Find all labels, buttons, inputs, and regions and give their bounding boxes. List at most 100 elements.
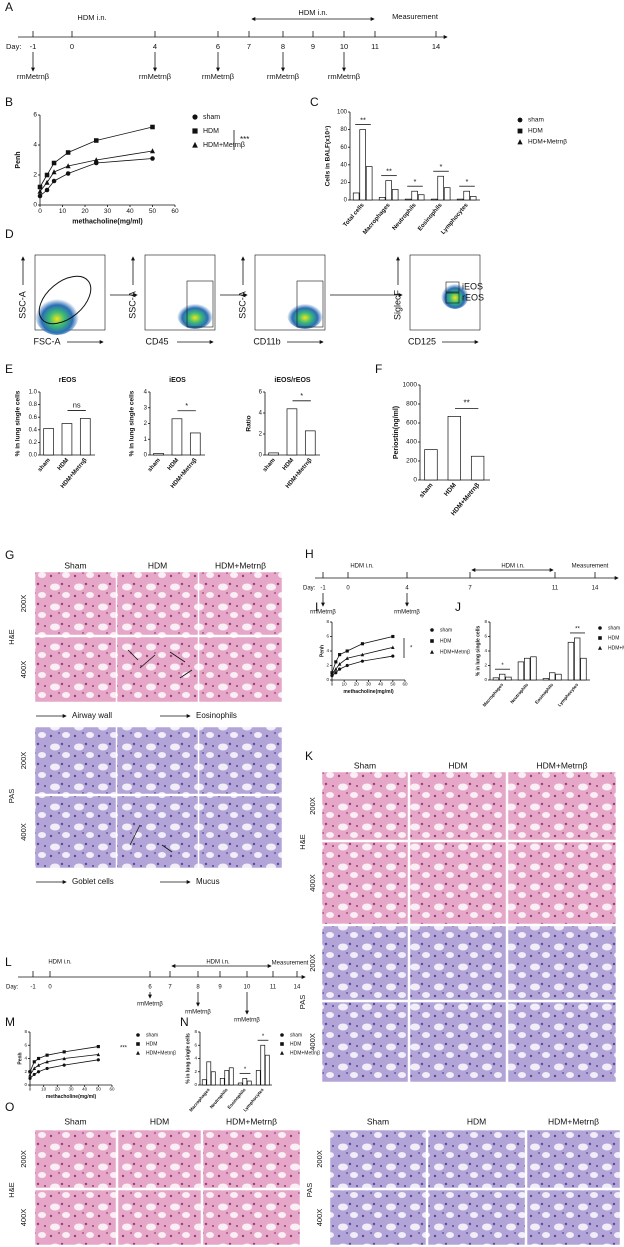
day: 11 <box>371 42 379 51</box>
point <box>360 659 364 663</box>
bar <box>260 1044 266 1086</box>
x-tick-label: Lymphocytes <box>440 202 470 236</box>
column-header: Sham <box>367 1116 389 1126</box>
y-tick-label: 6 <box>24 1042 27 1047</box>
y-tick-label: 0 <box>194 1082 197 1087</box>
column-header: HDM <box>467 1116 486 1126</box>
y-axis-label: Ratio <box>246 415 253 431</box>
bar <box>524 657 531 681</box>
y-tick-label: 0.4 <box>29 427 38 433</box>
significance: *** <box>120 1046 128 1052</box>
y-axis-label: Penh <box>319 645 325 657</box>
dose-label: HDM i.n. <box>501 564 525 570</box>
micrograph <box>116 571 199 636</box>
measurement-label: Measurement <box>272 961 309 967</box>
x-tick-label: Macrophages <box>482 682 505 708</box>
y-tick-label: 2 <box>259 432 263 438</box>
bar <box>505 676 512 681</box>
y-tick-label: 0 <box>344 198 348 204</box>
bar <box>424 449 438 481</box>
stain-label: PAS <box>298 995 307 1009</box>
flow-y-label: SSC-A <box>237 291 247 319</box>
dose-label: HDM i.n. <box>298 8 327 17</box>
significance: *** <box>240 135 249 144</box>
x-tick-label: 20 <box>55 1087 61 1092</box>
flow-y-label: SSC-A <box>17 291 27 319</box>
legend-text: sham <box>203 114 220 121</box>
day: 7 <box>168 985 172 991</box>
x-tick-label: 10 <box>342 682 348 687</box>
legend-text: HDM <box>290 1041 301 1047</box>
y-axis-label: % in lung single cells <box>185 1033 191 1084</box>
flow-y-label: SSC-A <box>127 291 137 319</box>
x-tick-label: HDM <box>443 482 458 498</box>
y-tick-label: 8 <box>24 1029 27 1034</box>
point <box>65 150 71 155</box>
micrograph <box>321 1001 409 1083</box>
significance: * <box>414 177 417 186</box>
legend-text: sham <box>608 625 620 631</box>
magnification: 400X <box>19 823 28 841</box>
legend-text: sham <box>440 627 452 633</box>
point <box>93 138 99 143</box>
series-line <box>39 150 153 192</box>
x-tick-label: Macrophages <box>362 202 392 236</box>
gate <box>445 292 460 304</box>
significance: * <box>440 162 443 171</box>
point <box>44 172 50 178</box>
bar <box>430 198 438 201</box>
day: 14 <box>294 985 301 991</box>
micrograph <box>34 571 117 636</box>
y-tick-label: 0 <box>144 453 148 459</box>
day: -1 <box>30 985 36 991</box>
series-line <box>29 1046 99 1072</box>
point <box>391 654 395 658</box>
point <box>150 124 155 130</box>
day: 14 <box>592 586 599 592</box>
flow-x-label: FSC-A <box>34 336 61 346</box>
micrograph <box>198 636 283 703</box>
magnification: 400X <box>308 1033 317 1051</box>
micrograph <box>198 571 283 636</box>
legend-marker <box>598 645 602 650</box>
magnification: 200X <box>308 954 317 972</box>
bar <box>385 180 392 201</box>
flow-cloud <box>287 301 323 329</box>
y-tick-label: 4 <box>326 648 329 653</box>
point <box>32 1060 36 1064</box>
micrograph <box>34 636 117 703</box>
y-tick-label: 1000 <box>403 382 418 389</box>
micrograph <box>409 1001 507 1083</box>
legend-marker <box>430 649 434 654</box>
micrograph <box>526 1189 621 1246</box>
micrograph <box>427 1189 526 1246</box>
legend-text: HDM+Metrnβ <box>440 649 470 655</box>
micrograph <box>34 795 117 869</box>
bar <box>153 453 164 456</box>
bar <box>542 678 550 681</box>
micrograph <box>409 841 507 925</box>
day: 0 <box>70 42 74 51</box>
treatment-label: rmMetrnβ <box>267 72 300 81</box>
series-line <box>39 126 153 188</box>
flow-x-label: CD11b <box>253 336 280 346</box>
bar <box>352 192 360 201</box>
x-tick-label: 30 <box>366 682 372 687</box>
y-axis-label: Cells in BALF(x10⁴) <box>325 126 332 187</box>
micrograph <box>427 1129 526 1189</box>
dose-label: HDM i.n. <box>350 564 374 570</box>
magnification: 400X <box>19 661 28 679</box>
bar <box>517 661 525 681</box>
bar <box>447 416 461 481</box>
point <box>334 667 338 671</box>
point <box>391 634 395 639</box>
bar <box>201 1079 207 1086</box>
bar <box>304 430 316 456</box>
column-header: HDM <box>148 560 167 570</box>
image-arrow <box>179 669 193 679</box>
micrograph <box>507 841 617 925</box>
y-axis-label: % in lung single cells <box>129 390 136 456</box>
x-axis-label: methacholine(mg/ml) <box>46 1094 97 1100</box>
y-tick-label: 0 <box>24 1082 27 1087</box>
x-axis-label: methacholine(mg/ml) <box>343 689 394 695</box>
